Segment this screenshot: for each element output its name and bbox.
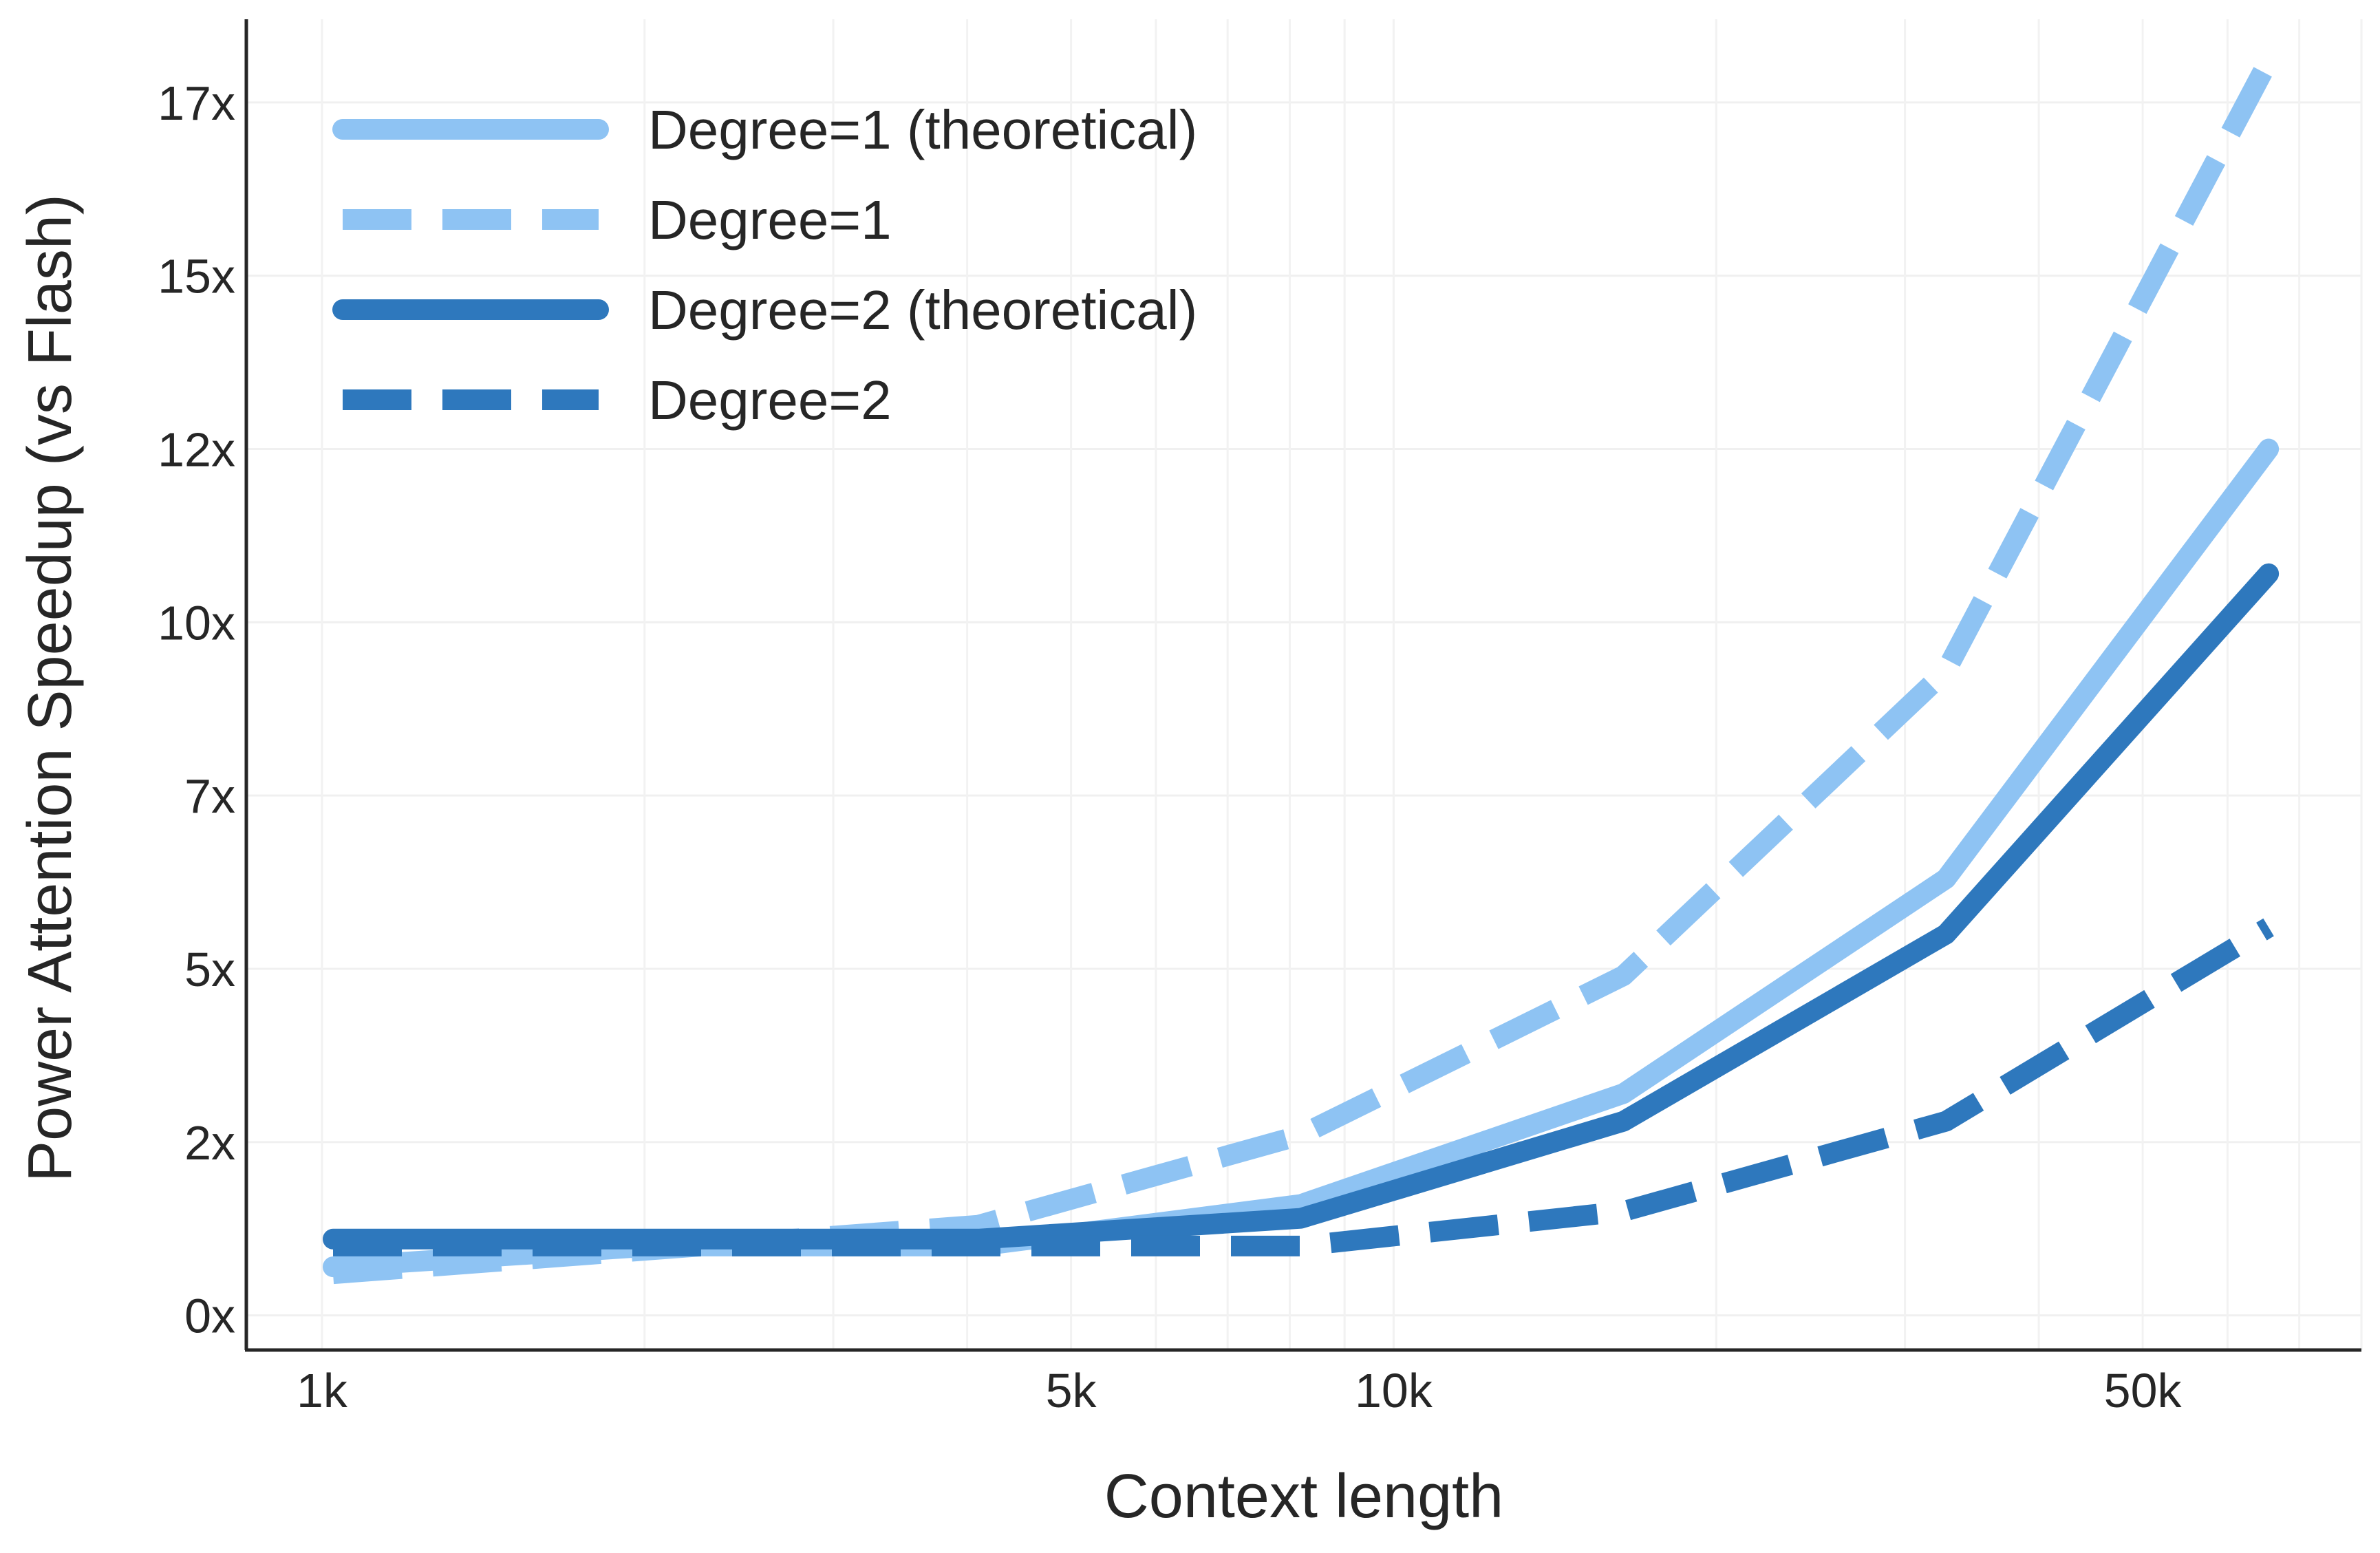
- series-line-1: [323, 438, 2280, 1278]
- x-tick-labels: 1k 5k 10k 50k: [297, 1364, 2183, 1417]
- series-line-4: [333, 918, 2274, 1256]
- series-line-3: [323, 563, 2280, 1250]
- y-tick-label: 17x: [158, 76, 235, 130]
- legend-label-2: Degree=1: [648, 189, 892, 250]
- y-tick-label: 5x: [184, 943, 235, 996]
- legend-label-1: Degree=1 (theoretical): [648, 99, 1197, 160]
- y-axis-title: Power Attention Speedup (vs Flash): [16, 194, 85, 1182]
- x-tick-label: 10k: [1355, 1364, 1433, 1417]
- y-tick-label: 7x: [184, 769, 235, 823]
- series-group: [323, 56, 2280, 1285]
- y-tick-label: 2x: [184, 1116, 235, 1170]
- y-tick-label: 15x: [158, 250, 235, 303]
- x-axis-title: Context length: [1104, 1462, 1503, 1531]
- series-line-2: [332, 56, 2278, 1285]
- axes: [244, 19, 2361, 1352]
- x-tick-label: 50k: [2104, 1364, 2183, 1417]
- legend-label-4: Degree=2: [648, 369, 892, 431]
- x-tick-label: 1k: [297, 1364, 348, 1417]
- x-tick-label: 5k: [1046, 1364, 1097, 1417]
- y-tick-label: 10x: [158, 596, 235, 650]
- legend-label-3: Degree=2 (theoretical): [648, 279, 1197, 341]
- grid: [246, 19, 2363, 1350]
- y-tick-label: 12x: [158, 423, 235, 477]
- legend: Degree=1 (theoretical) Degree=1 Degree=2 (…: [332, 99, 1197, 431]
- y-tick-label: 0x: [184, 1289, 235, 1343]
- y-tick-labels: 0x 2x 5x 7x 10x 12x 15x 17x: [158, 76, 235, 1343]
